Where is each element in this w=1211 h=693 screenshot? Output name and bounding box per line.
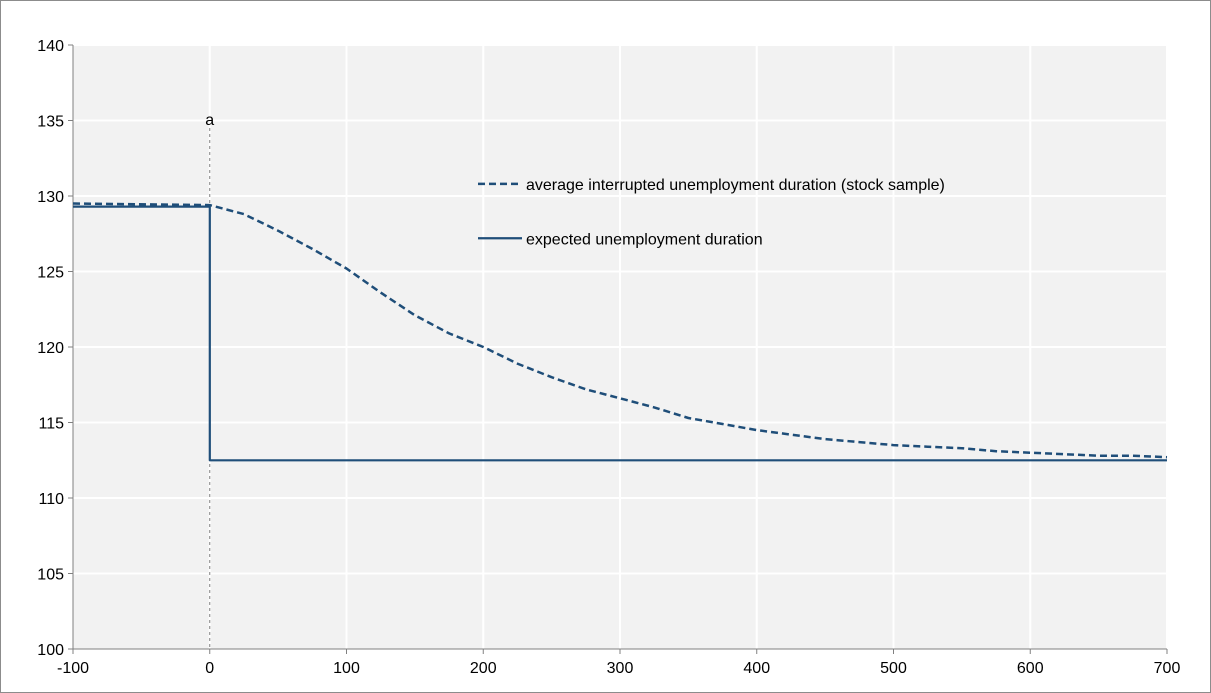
x-tick-label: 300 [607, 660, 634, 677]
y-tick-label: 125 [37, 265, 64, 282]
x-tick-label: -100 [57, 660, 89, 677]
y-tick-label: 110 [38, 491, 64, 508]
x-tick-label: 500 [880, 660, 907, 677]
legend: average interrupted unemployment duratio… [478, 177, 945, 248]
legend-item-average-interrupted: average interrupted unemployment duratio… [478, 177, 945, 194]
x-tick-label: 600 [1017, 660, 1044, 677]
x-tick-label: 700 [1154, 660, 1181, 677]
x-tick-label: 400 [743, 660, 770, 677]
x-tick-labels: -100 0 100 200 300 400 500 600 700 [57, 660, 1180, 677]
x-tick-label: 100 [333, 660, 360, 677]
y-tick-label: 105 [37, 567, 64, 584]
y-tick-label: 120 [37, 340, 64, 357]
legend-item-expected: expected unemployment duration [478, 231, 763, 248]
y-tick-label: 100 [37, 642, 64, 659]
y-tick-label: 115 [38, 416, 64, 433]
y-tick-label: 130 [37, 189, 64, 206]
x-tick-label: 0 [205, 660, 214, 677]
x-tick-label: 200 [470, 660, 497, 677]
series-layer [72, 202, 1168, 462]
y-tick-labels: 100 105 110 115 120 125 130 135 140 [37, 38, 64, 659]
legend-label-expected: expected unemployment duration [526, 231, 763, 248]
series-line-expected [73, 205, 1167, 462]
series-line-average-interrupted [72, 202, 1168, 459]
annotation-label: a [205, 112, 214, 129]
legend-label-average-interrupted: average interrupted unemployment duratio… [526, 177, 945, 194]
y-tick-label: 140 [37, 38, 64, 55]
y-tick-label: 135 [37, 114, 64, 131]
